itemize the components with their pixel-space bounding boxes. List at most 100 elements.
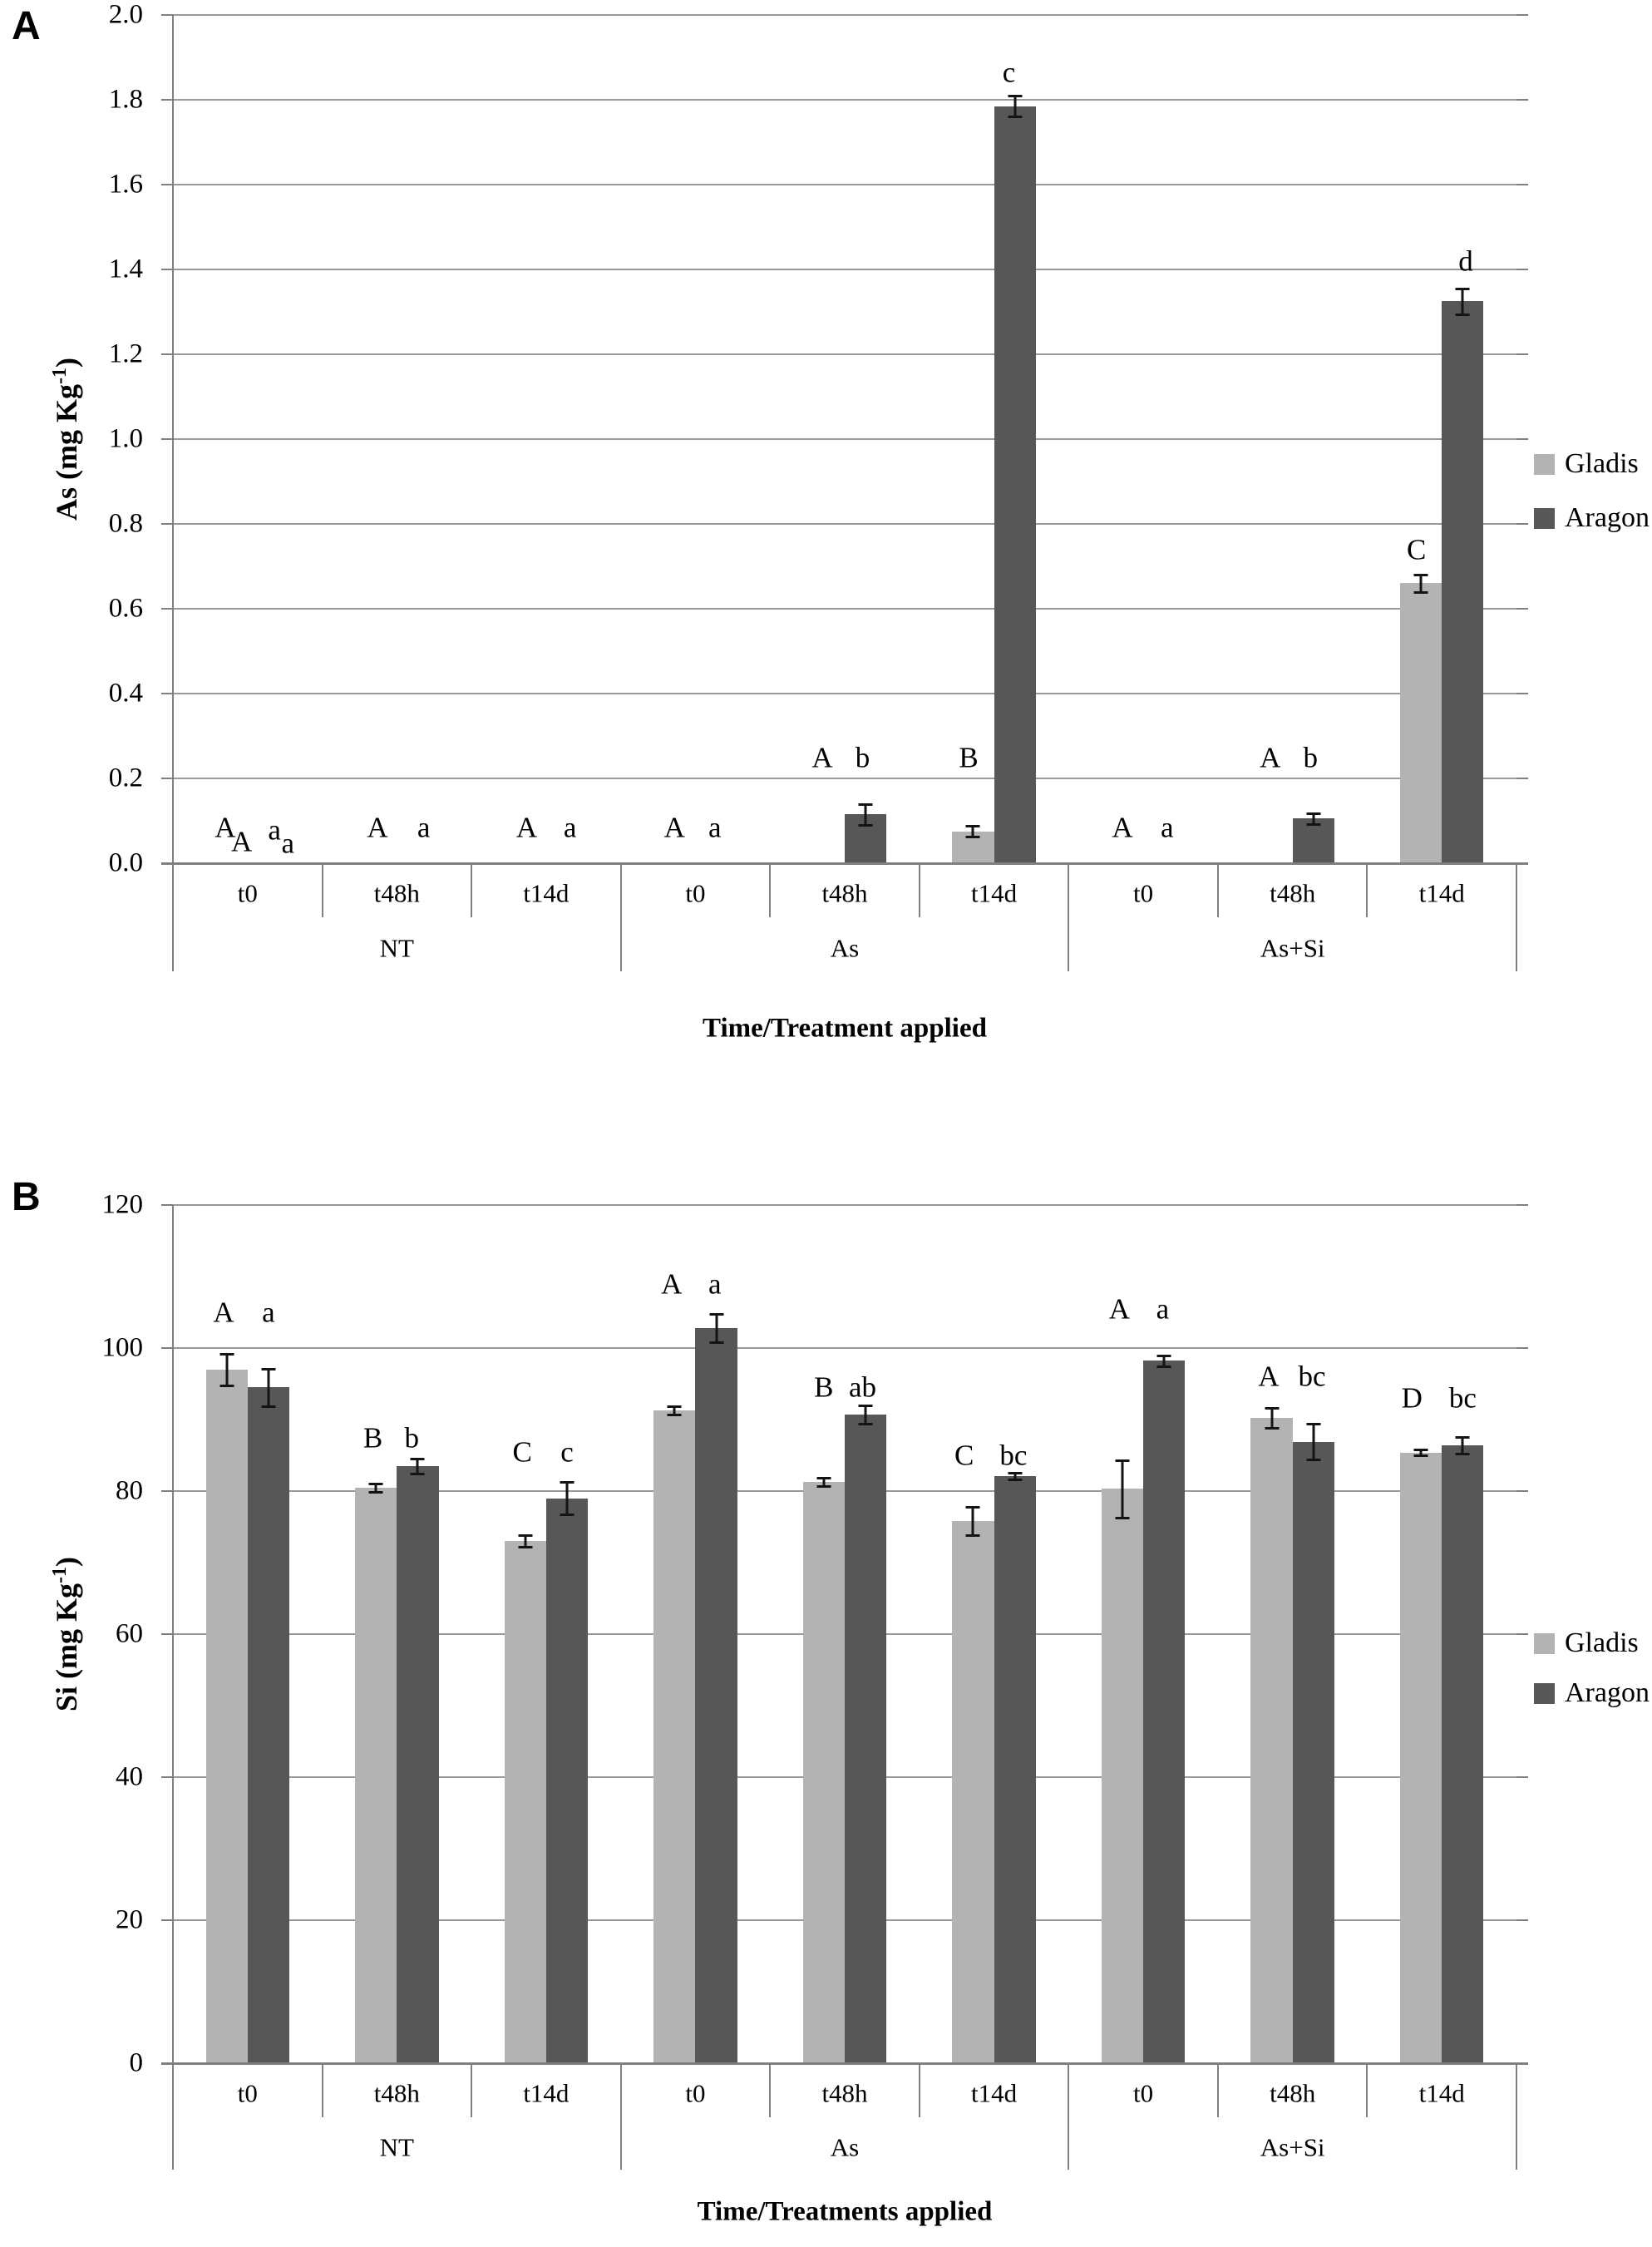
time-separator <box>918 863 920 917</box>
error-bar <box>267 1368 270 1406</box>
legend-item-aragon: Aragon <box>1534 1679 1650 1707</box>
y-tick-label-1.4: 1.4 <box>108 254 143 284</box>
sig-letter-b: b <box>404 1421 420 1454</box>
gridline-a-0.8 <box>173 523 1516 525</box>
y-tick-label-100: 100 <box>101 1332 144 1363</box>
group-separator <box>172 2063 174 2170</box>
error-bar <box>416 1459 419 1474</box>
error-bar-cap <box>1008 94 1023 97</box>
error-bar-cap <box>560 1480 575 1484</box>
x-tick-label-t48h: t48h <box>373 2078 420 2108</box>
sig-letter-C: C <box>1407 533 1427 566</box>
sig-letter-A: A <box>1112 811 1133 844</box>
sig-letter-a: a <box>563 811 577 844</box>
y-tick-right <box>1516 184 1528 185</box>
bar-gladis-cell4 <box>802 1481 845 2063</box>
y-tick-left <box>161 1919 173 1921</box>
x-tick-label-t48h: t48h <box>1270 2078 1316 2108</box>
error-bar-cap <box>965 1505 980 1509</box>
sig-letter-D: D <box>1401 1381 1423 1415</box>
error-bar <box>1013 1472 1017 1480</box>
time-separator <box>918 2063 920 2117</box>
legend-label-aragon: Aragon <box>1565 1677 1650 1708</box>
y-tick-label-0.4: 0.4 <box>108 678 143 709</box>
sig-letter-A: A <box>367 811 388 844</box>
error-bar <box>673 1405 676 1415</box>
bar-gladis-cell1 <box>355 1487 397 2063</box>
error-bar-cap <box>518 1534 533 1538</box>
x-tick-label-t0: t0 <box>685 2078 706 2108</box>
y-tick-left <box>161 1633 173 1635</box>
y-tick-right <box>1516 438 1528 440</box>
legend-label-gladis: Gladis <box>1565 448 1639 479</box>
sig-letter-a: a <box>708 1267 722 1301</box>
bar-gladis-cell8 <box>1399 1452 1442 2063</box>
y-tick-right <box>1516 353 1528 355</box>
x-axis-line-a <box>161 862 1528 865</box>
error-bar-cap <box>1455 1435 1470 1439</box>
y-tick-left <box>161 608 173 610</box>
x-tick-label-t0: t0 <box>237 2078 258 2108</box>
bar-gladis-cell8 <box>1399 583 1442 863</box>
x-tick-label-t48h: t48h <box>373 878 420 908</box>
error-bar-cap <box>1306 1459 1321 1462</box>
group-separator <box>619 2063 622 2170</box>
sig-letter-d: d <box>1458 244 1473 278</box>
sig-letter-bc: bc <box>1448 1381 1477 1415</box>
sig-letter-b: b <box>1303 741 1318 773</box>
error-bar <box>864 803 867 826</box>
y-tick-left <box>161 184 173 185</box>
legend-swatch-gladis <box>1534 1632 1555 1654</box>
y-tick-label-1.0: 1.0 <box>108 423 143 454</box>
y-axis-line-b <box>172 1205 174 2063</box>
sig-letter-A: A <box>213 1296 234 1329</box>
time-separator <box>1216 863 1219 917</box>
y-tick-left <box>161 438 173 440</box>
bar-aragon-cell8 <box>1442 1444 1484 2063</box>
y-tick-left <box>161 14 173 16</box>
y-tick-left <box>161 1776 173 1778</box>
error-bar-cap <box>1265 1427 1280 1430</box>
y-tick-left <box>161 693 173 694</box>
error-bar-cap <box>858 824 873 827</box>
y-tick-right <box>1516 14 1528 16</box>
legend-label-gladis: Gladis <box>1565 1627 1639 1658</box>
y-tick-left <box>161 1204 173 1206</box>
sig-letter-A: A <box>663 811 685 844</box>
bar-aragon-cell4 <box>845 1414 887 2063</box>
gridline-a-1.4 <box>173 269 1516 270</box>
y-tick-label-120: 120 <box>101 1189 144 1220</box>
bar-aragon-cell5 <box>994 106 1036 863</box>
sig-letter-a: a <box>281 827 295 860</box>
y-tick-right <box>1516 1919 1528 1921</box>
error-bar-cap <box>1156 1365 1171 1368</box>
error-bar <box>1270 1408 1274 1429</box>
y-tick-left <box>161 353 173 355</box>
error-bar-cap <box>1008 116 1023 119</box>
y-tick-right <box>1516 523 1528 525</box>
group-separator <box>1068 2063 1070 2170</box>
bar-gladis-cell6 <box>1101 1489 1144 2063</box>
sig-letter-bc: bc <box>1298 1360 1326 1393</box>
sig-letter-A: A <box>1108 1292 1131 1326</box>
error-bar-cap <box>1413 1454 1428 1457</box>
error-bar-cap <box>1115 1459 1130 1463</box>
x-tick-label-t0: t0 <box>237 878 258 908</box>
y-tick-label-0.2: 0.2 <box>108 763 143 793</box>
error-bar-cap <box>965 825 980 828</box>
time-separator <box>321 2063 323 2117</box>
sig-letter-a: a <box>708 811 722 844</box>
sig-letter-B: B <box>814 1370 834 1404</box>
panel-a-label: A <box>12 4 41 48</box>
y-tick-right <box>1516 99 1528 101</box>
error-bar-cap <box>667 1405 682 1408</box>
legend-item-gladis: Gladis <box>1534 450 1639 478</box>
y-tick-label-80: 80 <box>116 1475 143 1506</box>
y-tick-right <box>1516 269 1528 270</box>
sig-letter-a: a <box>262 1296 275 1329</box>
x-tick-label-t14d: t14d <box>523 878 570 908</box>
bar-gladis-cell5 <box>952 1521 994 2063</box>
bar-aragon-cell3 <box>695 1327 737 2063</box>
error-bar <box>1312 812 1315 825</box>
x-tick-label-t0: t0 <box>685 878 706 908</box>
